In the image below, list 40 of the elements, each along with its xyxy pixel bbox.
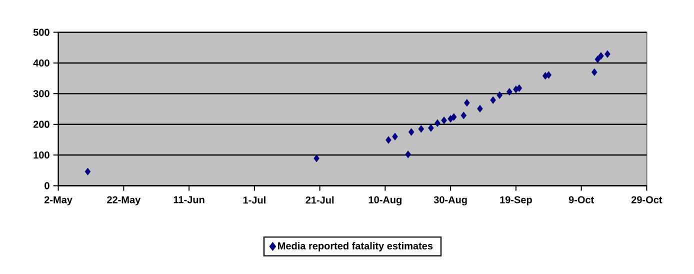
y-tick-label: 0	[44, 182, 50, 190]
x-tick-label: 30-Aug	[434, 196, 467, 206]
x-tick-label: 1-Jul	[243, 196, 266, 204]
point	[84, 168, 91, 176]
point	[546, 71, 552, 79]
point	[477, 104, 483, 112]
point	[592, 68, 598, 76]
x-tick-label: 9-Oct	[568, 196, 594, 204]
x-tick-label: 21-Jul	[306, 196, 334, 204]
point	[418, 125, 424, 133]
x-tick-label: 19-Sep	[500, 196, 532, 206]
point	[506, 88, 512, 96]
point	[450, 113, 457, 121]
x-tick-label: 10-Aug	[368, 196, 402, 206]
x-tick-label: 2-May	[44, 196, 72, 206]
point	[490, 96, 496, 104]
point	[460, 112, 467, 120]
y-tick-label: 500	[33, 28, 50, 36]
point	[594, 56, 601, 64]
point	[496, 91, 503, 99]
y-tick-label: 400	[33, 59, 50, 67]
point	[392, 132, 398, 140]
point	[604, 50, 610, 58]
y-tick-label: 200	[33, 120, 50, 128]
legend-label: Media reported fatality estimates	[278, 242, 433, 252]
point	[386, 136, 392, 144]
point	[598, 52, 604, 60]
point	[405, 150, 411, 158]
point	[464, 99, 470, 107]
y-tick-label: 300	[33, 90, 50, 98]
point	[408, 128, 414, 136]
x-tick-label: 11-Jun	[174, 196, 204, 204]
y-tick-label: 100	[34, 151, 50, 159]
x-tick-label: 29-Oct	[631, 196, 662, 204]
x-tick-label: 22-May	[107, 196, 141, 206]
point	[441, 116, 447, 124]
point	[428, 124, 434, 132]
point	[314, 154, 320, 162]
point	[434, 119, 440, 127]
point	[516, 84, 522, 92]
